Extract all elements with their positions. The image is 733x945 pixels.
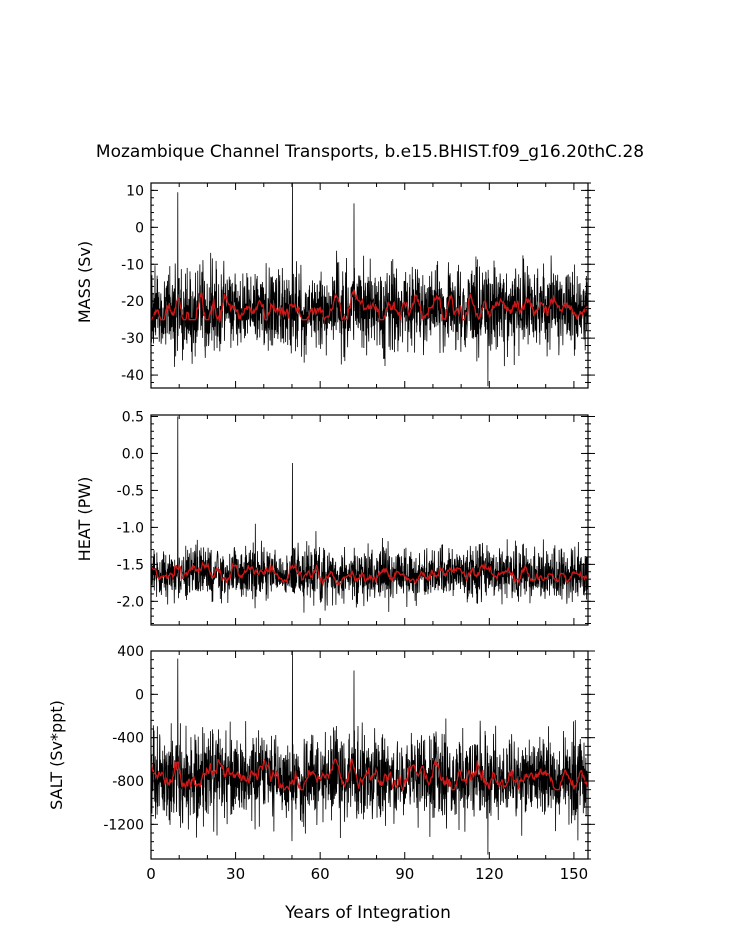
x-tick-label: 120	[475, 865, 504, 883]
mass-panel: MASS (Sv) 10 0 -10 -20 -30 -40	[75, 182, 595, 389]
mass-monthly-series-line	[150, 182, 589, 387]
heat-smoothed-series-line	[150, 560, 588, 587]
mass-ylabel: MASS (Sv)	[75, 241, 94, 323]
heat-ylabel: HEAT (PW)	[75, 477, 94, 562]
heat-y-tick-label: -2.0	[117, 594, 144, 610]
x-axis-label: Years of Integration	[284, 903, 451, 923]
salt-smoothed-series-line	[150, 758, 588, 792]
mass-y-tick-label: -20	[121, 294, 144, 310]
heat-panel: HEAT (PW) 0.5 0.0 -0.5 -1.0 -1.5 -2.0	[75, 409, 595, 626]
mass-frame	[150, 182, 589, 389]
salt-y-tick-label: -800	[112, 774, 144, 790]
x-tick-label: 60	[311, 865, 330, 883]
heat-frame	[150, 414, 589, 626]
heat-y-tick-label: -0.5	[117, 483, 144, 499]
mass-y-tick-label: 10	[126, 183, 144, 199]
salt-monthly-series-line	[150, 650, 589, 855]
mass-y-tick-label: -30	[121, 331, 144, 347]
salt-y-tick-label: 400	[117, 644, 144, 660]
heat-y-tick-label: 0.5	[122, 409, 144, 425]
x-tick-label: 90	[395, 865, 414, 883]
heat-monthly-series-line	[150, 416, 589, 613]
salt-panel: SALT (Sv*ppt) 400 0 -400 -800 -1200 0 30 60 90 12…	[47, 644, 595, 883]
salt-y-tick-label: -400	[112, 731, 144, 747]
heat-y-tick-label: 0.0	[122, 446, 144, 462]
salt-y-tick-label: -1200	[103, 817, 144, 833]
mass-y-tick-label: -40	[121, 368, 144, 384]
x-tick-label: 0	[146, 865, 156, 883]
heat-y-tick-label: -1.5	[117, 557, 144, 573]
x-tick-label: 150	[560, 865, 589, 883]
x-tick-label: 30	[226, 865, 245, 883]
heat-y-tick-label: -1.0	[117, 520, 144, 536]
mass-smoothed-series-line	[151, 288, 588, 323]
salt-ylabel: SALT (Sv*ppt)	[47, 700, 66, 810]
mass-y-tick-label: 0	[135, 220, 144, 236]
salt-y-tick-label: 0	[135, 687, 144, 703]
chart-title: Mozambique Channel Transports, b.e15.BHI…	[96, 142, 644, 162]
mass-y-tick-label: -10	[121, 257, 144, 273]
